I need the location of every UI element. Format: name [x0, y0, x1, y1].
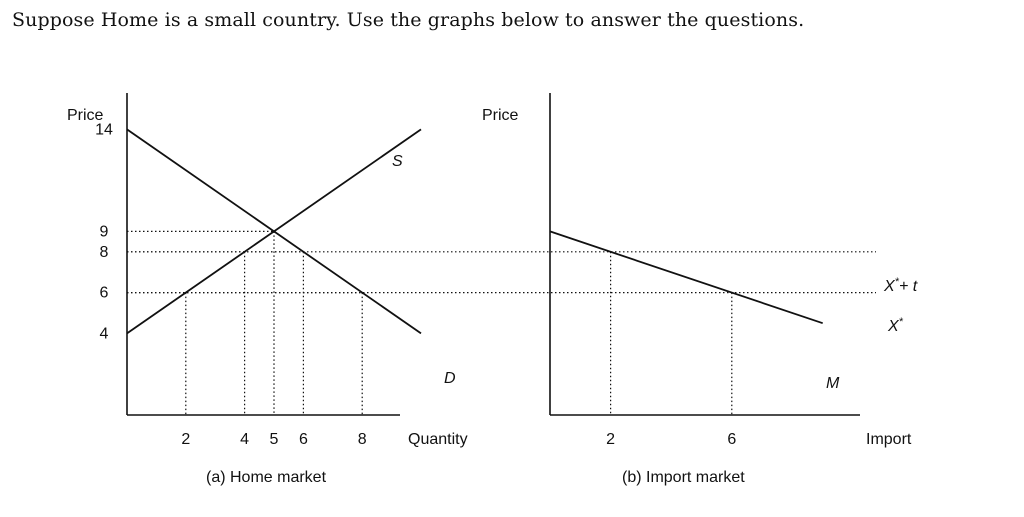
- x-tick-b: 6: [727, 431, 736, 448]
- price-label-world: X*: [887, 316, 904, 335]
- price-label-1-tail: + t: [899, 278, 918, 295]
- tick-labels-a: 2 4 5 6 8 4 6 8 9 14: [95, 121, 367, 448]
- question-text: Suppose Home is a small country. Use the…: [12, 9, 805, 31]
- price-label-2-main: X: [887, 318, 900, 335]
- curves-a: [126, 128, 422, 335]
- x-tick-b: 2: [606, 431, 615, 448]
- price-label-1-main: X: [883, 278, 896, 295]
- x-axis-label-a: Quantity: [408, 431, 468, 448]
- series-label-s: S: [392, 153, 403, 170]
- guide-lines-b: [127, 251, 876, 415]
- y-tick-a: 8: [100, 244, 109, 261]
- y-tick-a: 6: [100, 285, 109, 302]
- x-tick-a: 8: [358, 431, 367, 448]
- y-axis-label-b: Price: [482, 107, 519, 124]
- x-axis-label-b: Import: [866, 431, 912, 448]
- guide-lines-a: [127, 230, 363, 415]
- price-label-world-plus-tariff: X*+ t: [883, 276, 918, 295]
- series-line-d: [126, 128, 422, 335]
- x-tick-a: 2: [181, 431, 190, 448]
- y-tick-a: 14: [95, 121, 113, 138]
- caption-b: (b) Import market: [622, 469, 745, 486]
- y-tick-a: 4: [100, 325, 109, 342]
- series-label-m: M: [826, 375, 840, 392]
- price-label-2-sup: *: [899, 316, 904, 328]
- series-line-m: [549, 230, 823, 325]
- curves-b: [549, 230, 823, 325]
- series-label-d: D: [444, 370, 456, 387]
- home-market-chart: Price Quantity (a) Home market 2 4 5 6 8 4 6 8 9…: [67, 93, 468, 486]
- x-tick-a: 5: [270, 431, 279, 448]
- y-tick-a: 9: [100, 223, 109, 240]
- y-axis-label-a: Price: [67, 107, 104, 124]
- price-label-1-sup: *: [895, 276, 900, 288]
- x-tick-a: 4: [240, 431, 249, 448]
- caption-a: (a) Home market: [206, 469, 327, 486]
- x-tick-a: 6: [299, 431, 308, 448]
